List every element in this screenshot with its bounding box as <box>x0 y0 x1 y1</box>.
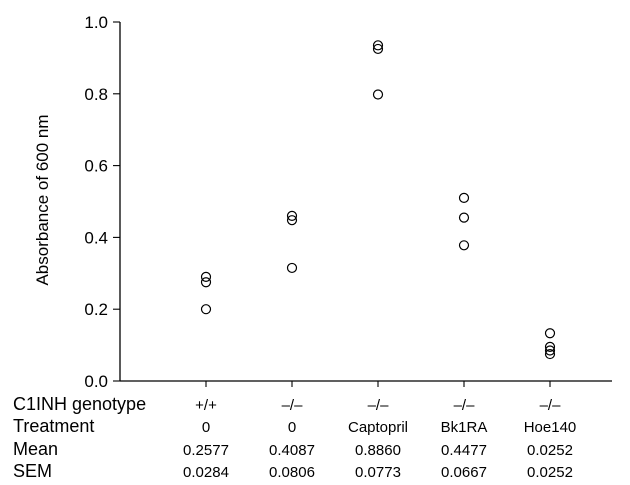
genotype-row-cell: –/– <box>368 397 390 414</box>
data-table: C1INH genotype +/+ –/– –/– –/– –/– Treatment 0 0… <box>13 394 576 481</box>
y-tick-label: 0.4 <box>84 228 108 247</box>
genotype-row-cell: +/+ <box>195 397 217 414</box>
mean-row-cell: 0.0252 <box>527 442 573 459</box>
y-axis-label: Absorbance of 600 nm <box>33 114 52 285</box>
genotype-row-cell: –/– <box>282 397 304 414</box>
data-point <box>544 345 556 356</box>
y-tick-label: 0.2 <box>84 300 108 319</box>
sem-row-cell: 0.0806 <box>269 464 315 481</box>
treatment-row-cell: Bk1RA <box>441 419 488 436</box>
data-point <box>544 328 556 339</box>
sem-row-cell: 0.0252 <box>527 464 573 481</box>
y-tick-label: 1.0 <box>84 13 108 32</box>
axes <box>119 22 612 387</box>
mean-row-cell: 0.2577 <box>183 442 229 459</box>
data-point <box>372 89 384 100</box>
data-point <box>286 215 298 226</box>
sem-row-label: SEM <box>13 461 52 481</box>
data-point <box>458 212 470 223</box>
treatment-row-cell: 0 <box>202 419 210 436</box>
mean-row-cell: 0.8860 <box>355 442 401 459</box>
treatment-row-cell: Captopril <box>348 419 408 436</box>
genotype-row-cell: –/– <box>454 397 476 414</box>
treatment-row-cell: 0 <box>288 419 296 436</box>
mean-row-cell: 0.4477 <box>441 442 487 459</box>
treatment-row-cell: Hoe140 <box>524 419 577 436</box>
y-tick-label: 0.0 <box>84 372 108 391</box>
data-point <box>200 277 212 288</box>
y-tick-label: 0.6 <box>84 157 108 176</box>
data-point <box>544 348 556 360</box>
data-point <box>286 210 298 221</box>
data-point <box>286 262 298 274</box>
data-point <box>200 271 212 282</box>
data-point <box>372 40 384 51</box>
data-point <box>200 304 212 315</box>
data-point <box>458 192 470 204</box>
data-point <box>458 240 470 251</box>
y-tick-label: 0.8 <box>84 85 108 104</box>
genotype-row-cell: –/– <box>540 397 562 414</box>
data-point <box>544 341 556 352</box>
sem-row-cell: 0.0773 <box>355 464 401 481</box>
data-point <box>372 43 384 55</box>
sem-row-cell: 0.0284 <box>183 464 229 481</box>
y-axis-ticks: 0.0 0.2 0.4 0.6 0.8 1.0 <box>84 13 120 391</box>
mean-row-label: Mean <box>13 439 58 459</box>
treatment-row-label: Treatment <box>13 416 94 436</box>
mean-row-cell: 0.4087 <box>269 442 315 459</box>
sem-row-cell: 0.0667 <box>441 464 487 481</box>
genotype-row-label: C1INH genotype <box>13 394 146 414</box>
data-points <box>200 40 556 360</box>
